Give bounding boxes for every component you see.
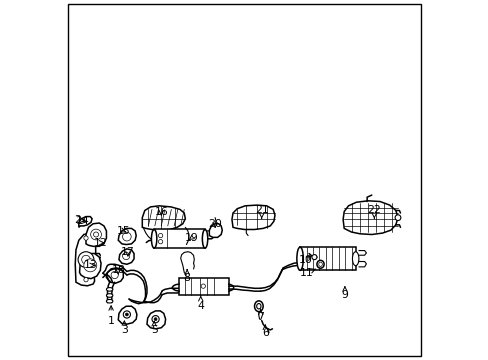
Circle shape <box>83 236 88 240</box>
Ellipse shape <box>352 252 358 266</box>
Circle shape <box>123 311 130 318</box>
Text: 3: 3 <box>121 321 127 335</box>
Polygon shape <box>80 253 101 279</box>
Circle shape <box>83 278 88 282</box>
Text: 2: 2 <box>74 215 85 225</box>
Polygon shape <box>118 228 136 244</box>
Polygon shape <box>79 217 92 227</box>
Text: 8: 8 <box>183 270 190 283</box>
Text: 12: 12 <box>93 238 107 248</box>
Circle shape <box>152 316 159 323</box>
Text: 21: 21 <box>254 206 268 218</box>
Text: 7: 7 <box>257 309 264 322</box>
Text: 15: 15 <box>116 226 130 236</box>
Text: 1: 1 <box>107 306 114 325</box>
Ellipse shape <box>106 288 113 291</box>
Circle shape <box>81 255 90 264</box>
Circle shape <box>154 318 157 320</box>
Text: 10: 10 <box>299 255 312 265</box>
Polygon shape <box>75 233 96 286</box>
Text: 5: 5 <box>150 321 157 335</box>
Text: 16: 16 <box>154 207 168 217</box>
Text: 6: 6 <box>262 325 268 338</box>
Bar <box>154 229 204 248</box>
Text: 18: 18 <box>111 265 125 275</box>
Circle shape <box>125 313 128 316</box>
Text: 17: 17 <box>121 247 135 257</box>
Text: 22: 22 <box>366 206 381 218</box>
Ellipse shape <box>106 294 113 297</box>
Text: 11: 11 <box>299 267 315 278</box>
Polygon shape <box>118 306 137 324</box>
Circle shape <box>122 252 129 260</box>
Text: 13: 13 <box>84 260 98 270</box>
Circle shape <box>201 284 205 288</box>
Ellipse shape <box>256 303 261 309</box>
Ellipse shape <box>318 262 322 266</box>
Ellipse shape <box>316 260 324 268</box>
Polygon shape <box>209 224 222 237</box>
Bar <box>179 278 228 295</box>
Circle shape <box>83 259 97 272</box>
Polygon shape <box>343 201 397 234</box>
Polygon shape <box>142 206 185 230</box>
Circle shape <box>93 232 99 237</box>
Ellipse shape <box>151 229 157 248</box>
Polygon shape <box>231 205 274 229</box>
Circle shape <box>158 239 163 244</box>
Circle shape <box>311 255 316 260</box>
Ellipse shape <box>106 300 113 303</box>
Polygon shape <box>119 249 134 264</box>
Circle shape <box>111 271 118 279</box>
Polygon shape <box>86 223 106 246</box>
Circle shape <box>122 232 131 241</box>
Text: 19: 19 <box>184 233 198 243</box>
Circle shape <box>78 252 94 267</box>
Polygon shape <box>106 268 123 283</box>
Bar <box>300 247 355 270</box>
Circle shape <box>90 229 101 240</box>
Text: 4: 4 <box>197 296 204 311</box>
Text: 20: 20 <box>208 219 222 229</box>
Circle shape <box>158 233 163 238</box>
Ellipse shape <box>296 247 303 270</box>
Text: 14: 14 <box>75 216 89 226</box>
Text: 9: 9 <box>341 287 347 301</box>
Circle shape <box>394 215 400 221</box>
Ellipse shape <box>202 229 207 248</box>
Ellipse shape <box>254 301 263 312</box>
Polygon shape <box>147 311 165 329</box>
